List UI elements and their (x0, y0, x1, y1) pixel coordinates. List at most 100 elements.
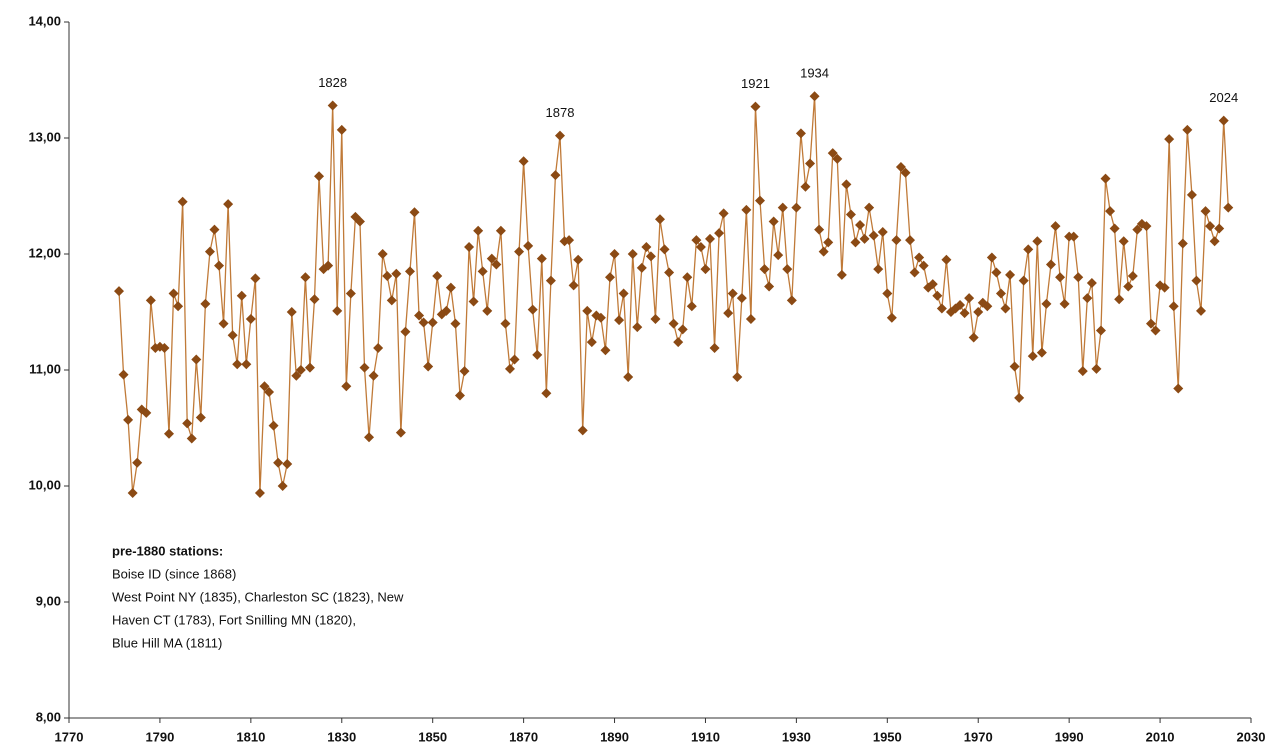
marker (486, 253, 497, 264)
marker (623, 371, 634, 382)
marker (304, 362, 315, 373)
marker (259, 381, 270, 392)
marker (868, 230, 879, 241)
note-line: Boise ID (since 1868) (112, 566, 236, 581)
marker (814, 224, 825, 235)
marker (732, 371, 743, 382)
marker (127, 487, 138, 498)
marker (1077, 366, 1088, 377)
marker (709, 342, 720, 353)
marker (541, 388, 552, 399)
marker (164, 428, 175, 439)
marker (941, 254, 952, 265)
marker (900, 167, 911, 178)
marker (373, 342, 384, 353)
marker (604, 272, 615, 283)
marker (1009, 361, 1020, 372)
marker (632, 322, 643, 333)
marker (718, 208, 729, 219)
marker (723, 308, 734, 319)
marker (214, 260, 225, 271)
y-tick-label: 8,00 (36, 709, 61, 724)
marker (114, 286, 125, 297)
marker (295, 365, 306, 375)
marker (832, 153, 843, 164)
marker (368, 370, 379, 381)
marker (650, 313, 661, 324)
marker (859, 233, 870, 244)
marker (118, 369, 129, 380)
marker (177, 196, 188, 207)
marker (454, 390, 465, 401)
marker (332, 305, 343, 316)
x-tick-label: 1990 (1055, 729, 1084, 744)
marker (473, 225, 484, 236)
marker (159, 342, 170, 353)
x-tick-label: 1950 (873, 729, 902, 744)
marker (1214, 223, 1225, 234)
marker (655, 214, 665, 225)
marker (936, 303, 947, 314)
marker (1050, 221, 1061, 232)
marker (745, 313, 756, 324)
marker (686, 301, 697, 312)
marker (282, 458, 293, 469)
marker (359, 362, 370, 373)
marker (1027, 351, 1038, 362)
marker (1132, 224, 1143, 235)
marker (1177, 238, 1188, 249)
marker (195, 412, 206, 423)
marker (1200, 206, 1211, 217)
marker (750, 101, 761, 112)
marker (959, 308, 970, 319)
marker (432, 271, 443, 282)
x-tick-label: 1770 (55, 729, 84, 744)
marker (395, 427, 406, 438)
marker (418, 317, 429, 328)
marker (327, 100, 338, 111)
marker (409, 207, 420, 218)
marker (300, 272, 311, 283)
marker (1086, 278, 1097, 288)
marker (309, 294, 320, 305)
marker (382, 271, 393, 282)
marker (141, 407, 152, 418)
y-tick-label: 12,00 (28, 245, 61, 260)
marker (677, 324, 688, 335)
marker (918, 260, 929, 271)
annotation: 1934 (800, 66, 829, 81)
marker (986, 252, 997, 263)
marker (1205, 221, 1216, 232)
y-tick-label: 10,00 (28, 477, 61, 492)
marker (795, 128, 806, 139)
marker (482, 305, 493, 316)
marker (627, 249, 638, 259)
marker (845, 209, 856, 220)
x-tick-label: 1830 (327, 729, 356, 744)
x-tick-label: 1890 (600, 729, 629, 744)
marker (1123, 281, 1134, 292)
marker (800, 181, 811, 192)
x-tick-label: 1790 (145, 729, 174, 744)
marker (218, 318, 229, 329)
marker (664, 267, 675, 278)
marker (445, 282, 456, 293)
marker (554, 130, 565, 141)
marker (741, 204, 752, 215)
marker (364, 432, 375, 443)
marker (705, 233, 716, 244)
marker (659, 244, 670, 255)
marker (805, 158, 816, 169)
marker (1073, 272, 1084, 283)
marker (264, 387, 275, 398)
marker (459, 366, 470, 377)
marker (886, 312, 897, 323)
marker (1118, 236, 1129, 247)
marker (209, 224, 220, 235)
marker (391, 268, 402, 279)
marker (1045, 259, 1056, 270)
marker (132, 457, 143, 468)
marker (323, 260, 334, 271)
marker (277, 481, 288, 491)
x-tick-label: 1810 (236, 729, 265, 744)
